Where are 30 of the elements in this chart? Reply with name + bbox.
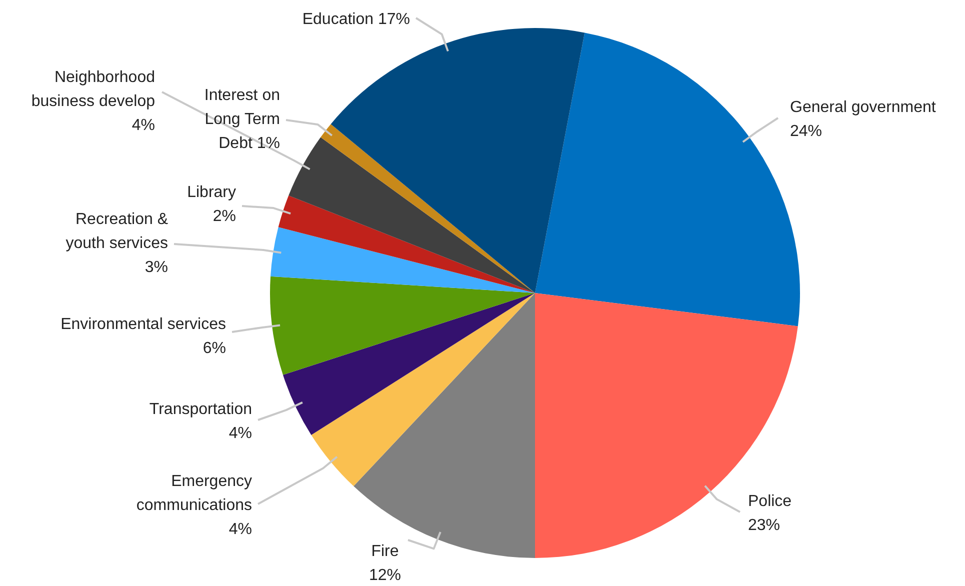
data-label: 4% — [132, 117, 155, 134]
slice-label: Interest on Long Term Debt 1% — [204, 87, 280, 152]
pie-slice — [535, 293, 798, 558]
slice-label: Fire — [371, 543, 399, 560]
data-label: 23% — [748, 517, 780, 534]
pie-slice — [354, 293, 535, 558]
slice-label: Education 17% — [302, 11, 410, 28]
slice-label: General government — [790, 99, 936, 116]
pie-slice — [311, 293, 535, 486]
data-label: 4% — [228, 425, 252, 442]
slice-label: Neighborhood business develop — [31, 69, 156, 110]
data-label: 6% — [202, 340, 226, 358]
pie-slice — [320, 124, 535, 293]
slice-label: Emergency communications — [136, 473, 252, 514]
data-label: 3% — [144, 259, 168, 276]
pie-slice — [270, 276, 535, 375]
slice-label: Police — [748, 493, 792, 510]
data-label: 4% — [228, 521, 252, 538]
data-label: 2% — [212, 208, 236, 226]
slice-label: Recreation & youth services — [66, 211, 168, 252]
pie-slice — [330, 28, 585, 293]
slice-label: Library — [187, 184, 236, 202]
pie-slice — [278, 195, 535, 293]
data-label: 24% — [790, 123, 822, 140]
pie-slice — [288, 137, 535, 293]
pie-slice — [282, 293, 535, 435]
pie-slice — [270, 227, 535, 293]
data-label: 12% — [368, 567, 402, 584]
slice-label: Environmental services — [60, 316, 226, 334]
slice-label: Transportation — [149, 401, 252, 418]
